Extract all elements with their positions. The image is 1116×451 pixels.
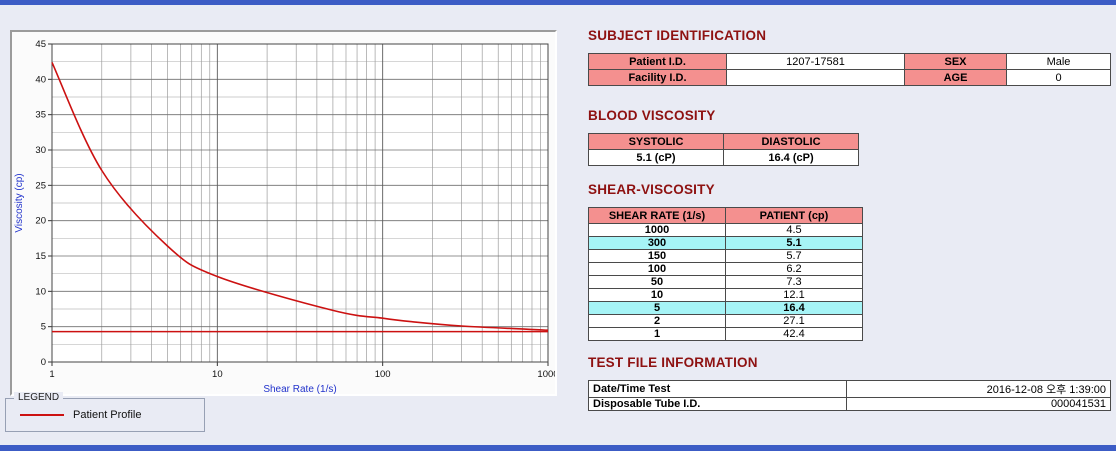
table-row: 5 16.4 [588,301,863,315]
patient-viscosity-cell: 12.1 [725,288,863,302]
age-value: 0 [1006,69,1111,86]
patient-viscosity-cell: 27.1 [725,314,863,328]
svg-text:0: 0 [41,357,46,368]
report-details: SUBJECT IDENTIFICATION Patient I.D. 1207… [588,28,1111,411]
svg-text:40: 40 [35,74,46,85]
table-row: 5.1 (cP) 16.4 (cP) [588,149,859,166]
shear-rate-cell: 2 [588,314,726,328]
table-row: 2 27.1 [588,314,863,328]
test-file-information-title: TEST FILE INFORMATION [588,355,758,370]
shear-rate-cell: 1 [588,327,726,341]
shear-viscosity-section: SHEAR-VISCOSITY SHEAR RATE (1/s) PATIENT… [588,182,1110,341]
legend-entry-patient-profile: Patient Profile [20,409,204,421]
diastolic-value: 16.4 (cP) [723,149,859,166]
patient-id-value: 1207-17581 [726,53,905,70]
patient-viscosity-cell: 5.1 [725,236,863,250]
shear-rate-cell: 300 [588,236,726,250]
svg-text:25: 25 [35,180,46,191]
svg-text:100: 100 [375,369,391,380]
disposable-tube-id-value: 000041531 [846,397,1111,411]
blood-viscosity-title: BLOOD VISCOSITY [588,108,716,123]
systolic-value: 5.1 (cP) [588,149,724,166]
patient-cp-header: PATIENT (cp) [725,207,863,224]
table-row: 1000 4.5 [588,223,863,237]
window-bottom-border [0,445,1116,451]
table-row: 300 5.1 [588,236,863,250]
sex-value: Male [1006,53,1111,70]
test-file-information-table: Date/Time Test 2016-12-08 오후 1:39:00 Dis… [588,380,1111,411]
chart-legend: LEGEND Patient Profile [5,392,205,432]
subject-identification-table: Patient I.D. 1207-17581 SEX Male Facilit… [588,53,1111,86]
shear-rate-cell: 100 [588,262,726,276]
table-row: Facility I.D. AGE 0 [588,69,1111,86]
blood-viscosity-table: SYSTOLIC DIASTOLIC 5.1 (cP) 16.4 (cP) [588,133,859,166]
table-row: 50 7.3 [588,275,863,289]
table-row: Patient I.D. 1207-17581 SEX Male [588,53,1111,70]
table-row: SYSTOLIC DIASTOLIC [588,133,859,150]
svg-text:1: 1 [49,369,54,380]
svg-text:Viscosity (cp): Viscosity (cp) [14,173,25,232]
window-top-border [0,0,1116,5]
svg-text:45: 45 [35,39,46,50]
shear-rate-cell: 1000 [588,223,726,237]
patient-viscosity-cell: 16.4 [725,301,863,315]
viscosity-chart-panel: 0 5 10 15 20 25 30 35 40 45 1 10 100 1000 Shear Rate (… [10,30,557,396]
patient-viscosity-cell: 5.7 [725,249,863,263]
facility-id-label: Facility I.D. [588,69,727,86]
svg-text:Shear Rate (1/s): Shear Rate (1/s) [263,384,336,394]
svg-text:1000: 1000 [537,369,555,380]
shear-viscosity-chart: 0 5 10 15 20 25 30 35 40 45 1 10 100 1000 Shear Rate (… [14,39,555,394]
date-time-test-value: 2016-12-08 오후 1:39:00 [846,380,1111,398]
shear-rate-cell: 150 [588,249,726,263]
svg-text:5: 5 [41,322,46,333]
diastolic-header: DIASTOLIC [723,133,859,150]
shear-rate-cell: 10 [588,288,726,302]
age-label: AGE [904,69,1007,86]
svg-text:35: 35 [35,110,46,121]
subject-identification-title: SUBJECT IDENTIFICATION [588,28,767,43]
blood-viscosity-section: BLOOD VISCOSITY SYSTOLIC DIASTOLIC 5.1 (… [588,108,1110,166]
table-header-row: SHEAR RATE (1/s) PATIENT (cp) [588,207,863,224]
table-row: 150 5.7 [588,249,863,263]
patient-viscosity-cell: 7.3 [725,275,863,289]
svg-text:10: 10 [212,369,223,380]
facility-id-value [726,69,905,86]
svg-text:15: 15 [35,251,46,262]
date-time-test-label: Date/Time Test [588,380,847,398]
table-row: 100 6.2 [588,262,863,276]
table-row: 1 42.4 [588,327,863,341]
patient-id-label: Patient I.D. [588,53,727,70]
patient-profile-line-icon [20,414,64,416]
sex-label: SEX [904,53,1007,70]
legend-title: LEGEND [14,392,64,403]
shear-rate-cell: 5 [588,301,726,315]
patient-viscosity-cell: 42.4 [725,327,863,341]
svg-text:30: 30 [35,145,46,156]
shear-rate-header: SHEAR RATE (1/s) [588,207,726,224]
shear-viscosity-table: SHEAR RATE (1/s) PATIENT (cp) 1000 4.5 3… [588,207,863,341]
disposable-tube-id-label: Disposable Tube I.D. [588,397,847,411]
subject-identification-section: SUBJECT IDENTIFICATION Patient I.D. 1207… [588,28,1111,86]
shear-viscosity-title: SHEAR-VISCOSITY [588,182,715,197]
table-row: Date/Time Test 2016-12-08 오후 1:39:00 [588,380,1111,398]
svg-text:20: 20 [35,216,46,227]
patient-viscosity-cell: 6.2 [725,262,863,276]
systolic-header: SYSTOLIC [588,133,724,150]
table-row: Disposable Tube I.D. 000041531 [588,397,1111,411]
svg-text:10: 10 [35,286,46,297]
shear-rate-cell: 50 [588,275,726,289]
patient-viscosity-cell: 4.5 [725,223,863,237]
legend-entry-label: Patient Profile [73,409,142,421]
table-row: 10 12.1 [588,288,863,302]
test-file-information-section: TEST FILE INFORMATION Date/Time Test 201… [588,355,1111,411]
